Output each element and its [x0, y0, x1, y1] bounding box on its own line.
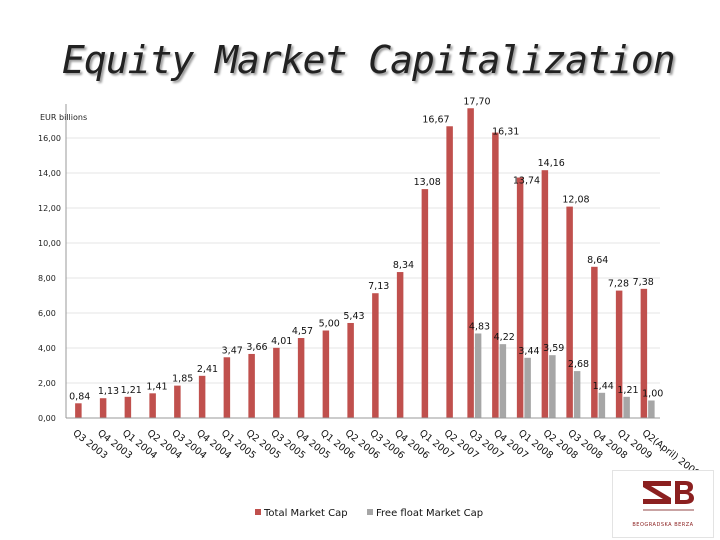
bar-free-float-market-cap [573, 371, 581, 418]
bar-free-float-market-cap [598, 392, 606, 418]
y-axis-ticks: 0,00 2,00 4,00 6,00 8,00 10,00 12,00 14,00 16,00 [38, 134, 61, 423]
y-tick-label: 2,00 [38, 379, 56, 388]
bar-total-market-cap [421, 189, 429, 418]
bar-total-market-cap [492, 132, 499, 418]
bar-total-market-cap [615, 290, 623, 418]
data-label-free-float: 3,59 [543, 343, 564, 354]
y-tick-label: 16,00 [38, 134, 61, 143]
data-label-total: 8,34 [393, 260, 414, 271]
data-label-total: 12,08 [562, 195, 589, 206]
bar-total-market-cap [591, 266, 598, 418]
data-label-total: 0,84 [69, 391, 90, 402]
bar-total-market-cap [75, 403, 82, 418]
data-label-free-float: 4,83 [469, 321, 490, 332]
data-label-free-float: 3,44 [518, 346, 539, 357]
y-tick-label: 6,00 [38, 309, 56, 318]
y-tick-label: 0,00 [38, 414, 56, 423]
y-tick-label: 10,00 [38, 239, 61, 248]
data-label-free-float: 2,68 [568, 359, 589, 370]
data-label-free-float: 1,21 [617, 385, 638, 396]
data-label-total: 8,64 [587, 255, 608, 266]
belgrade-stock-exchange-logo: BEOGRADSKA BERZA [612, 470, 714, 538]
bar-total-market-cap [198, 375, 206, 418]
bar-total-market-cap [322, 330, 330, 418]
data-label-total: 1,85 [172, 374, 193, 385]
data-label-total: 7,28 [608, 279, 629, 290]
data-label-free-float: 4,22 [494, 332, 515, 343]
bar-total-market-cap [124, 396, 132, 418]
bar-total-market-cap [99, 398, 107, 418]
bar-total-market-cap [372, 293, 379, 418]
bar-free-float-market-cap [623, 396, 630, 418]
data-label-total: 4,01 [271, 336, 292, 347]
data-label-total: 16,31 [492, 127, 519, 138]
data-label-total: 1,41 [146, 381, 167, 392]
data-label-total: 13,74 [513, 176, 540, 187]
bars [75, 108, 655, 419]
bar-total-market-cap [541, 170, 549, 418]
data-label-total: 2,41 [197, 364, 218, 375]
logo-mark-icon [643, 481, 694, 511]
y-tick-label: 8,00 [38, 274, 56, 283]
data-label-total: 7,13 [368, 281, 389, 292]
y-tick-label: 12,00 [38, 204, 61, 213]
bar-total-market-cap [347, 322, 354, 418]
logo-caption: BEOGRADSKA BERZA [632, 522, 694, 528]
data-label-free-float: 1,00 [642, 389, 663, 400]
bar-total-market-cap [516, 177, 524, 418]
data-label-free-float: 1,44 [593, 381, 614, 392]
legend-swatch-free-float [367, 509, 373, 515]
bar-free-float-market-cap [549, 355, 556, 418]
y-axis-label: EUR billions [40, 113, 87, 122]
bar-total-market-cap [640, 288, 648, 418]
legend-swatch-total [255, 509, 261, 515]
slide-title: Equity Market Capitalization [62, 38, 676, 82]
y-tick-label: 4,00 [38, 344, 56, 353]
bar-total-market-cap [223, 357, 231, 418]
data-label-total: 13,08 [414, 177, 441, 188]
bar-free-float-market-cap [648, 400, 655, 418]
data-label-total: 7,38 [633, 277, 654, 288]
data-label-total: 3,66 [246, 342, 267, 353]
bar-free-float-market-cap [524, 357, 531, 418]
bar-total-market-cap [149, 393, 156, 418]
legend-label-total: Total Market Cap [263, 508, 348, 519]
data-label-total: 17,70 [463, 96, 490, 107]
bar-total-market-cap [566, 206, 573, 418]
bar-free-float-market-cap [499, 344, 507, 418]
bar-total-market-cap [396, 272, 404, 418]
legend-label-free-float: Free float Market Cap [376, 508, 483, 519]
bar-free-float-market-cap [474, 333, 482, 418]
data-label-total: 3,47 [222, 345, 243, 356]
data-label-total: 5,43 [343, 311, 364, 322]
data-label-total: 1,13 [98, 386, 119, 397]
bar-total-market-cap [174, 385, 181, 418]
bar-total-market-cap [467, 108, 474, 418]
data-labels: 0,84 1,13 1,21 1,411,852,413,47 3,664,014,57… [69, 96, 663, 402]
y-tick-label: 14,00 [38, 169, 61, 178]
data-label-total: 14,16 [538, 158, 565, 169]
bar-total-market-cap [273, 347, 280, 418]
data-label-total: 4,57 [292, 326, 313, 337]
bar-total-market-cap [446, 126, 453, 419]
legend: Total Market Cap Free float Market Cap [255, 508, 483, 519]
gridlines [66, 137, 660, 384]
data-label-total: 1,21 [121, 385, 142, 396]
bar-total-market-cap [297, 338, 305, 418]
bar-total-market-cap [248, 353, 255, 418]
data-label-total: 16,67 [422, 114, 449, 125]
data-label-total: 5,00 [319, 319, 340, 330]
